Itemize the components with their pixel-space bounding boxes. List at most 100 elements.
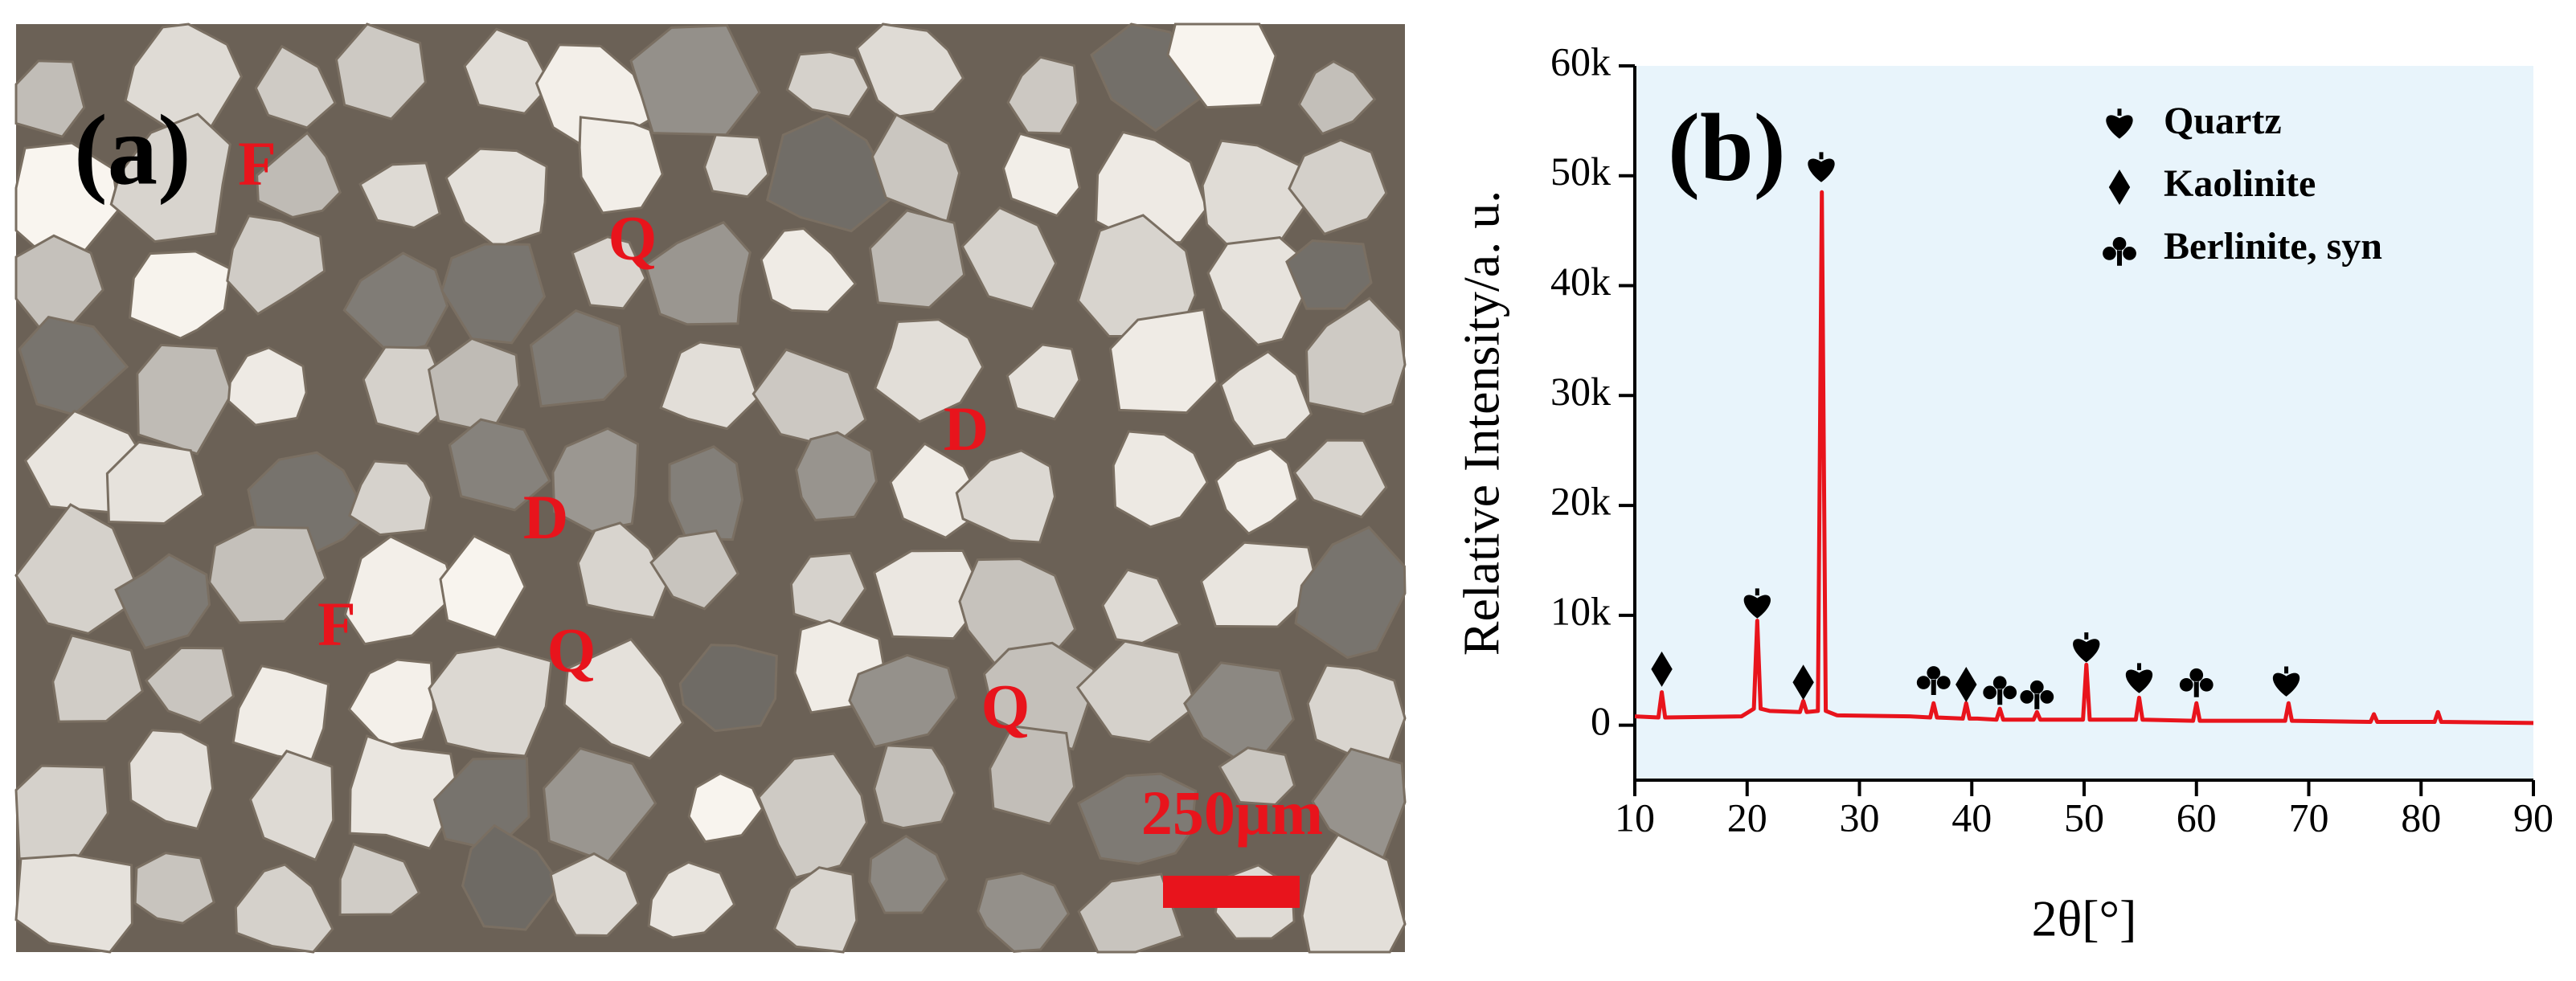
panel-label: (b)	[1668, 94, 1786, 201]
chart: 0 10k 20k 30k 40k 50k 60k 10 20 30 40 50 60 70 80 90 2θ[…	[1453, 39, 2553, 946]
grain	[105, 440, 205, 525]
peak-marker	[1743, 588, 1771, 619]
grain	[109, 112, 231, 243]
grain	[760, 227, 858, 313]
y-tick-label: 40k	[1550, 259, 1611, 304]
grain	[144, 646, 235, 725]
grain	[14, 59, 86, 138]
peak-marker	[1651, 651, 1673, 687]
legend-symbol	[2103, 236, 2136, 266]
grain	[1218, 746, 1296, 807]
grain	[444, 147, 548, 249]
x-tick-label: 90	[2513, 795, 2553, 840]
grain	[1199, 541, 1320, 628]
grain	[702, 133, 770, 198]
grain	[1214, 447, 1300, 536]
peak-marker	[2272, 666, 2300, 697]
grain	[578, 116, 664, 215]
grain	[343, 535, 457, 646]
mineral-label: F	[238, 129, 276, 198]
grain	[766, 114, 898, 233]
grain	[114, 553, 211, 650]
grain	[873, 318, 985, 423]
grain	[1076, 772, 1198, 865]
grain	[977, 872, 1071, 953]
grain	[873, 744, 956, 830]
grain	[647, 860, 736, 939]
grain	[254, 44, 337, 129]
peak-marker	[1916, 666, 1951, 695]
scale-bar	[1163, 876, 1300, 908]
grain	[960, 206, 1058, 311]
grain	[428, 645, 553, 758]
grain	[644, 220, 752, 326]
grain	[14, 503, 144, 636]
grain	[463, 27, 552, 115]
grain	[872, 549, 987, 640]
grain	[868, 834, 948, 914]
peak-marker	[2125, 663, 2153, 693]
peak-marker	[2179, 668, 2214, 697]
grain	[1300, 832, 1407, 954]
grain	[549, 852, 640, 937]
peak-marker	[1956, 667, 1977, 703]
grain	[1006, 55, 1079, 135]
grain	[1305, 296, 1407, 416]
y-tick-label: 50k	[1550, 149, 1611, 194]
grain	[1285, 239, 1373, 310]
y-tick-label: 20k	[1550, 479, 1611, 524]
grain	[208, 525, 327, 624]
panel-label: (a)	[74, 96, 191, 206]
mineral-label: Q	[547, 615, 596, 685]
grain	[1077, 873, 1185, 954]
grain	[334, 22, 427, 121]
grain	[256, 131, 342, 219]
grain	[439, 534, 526, 640]
x-tick-label: 50	[2064, 795, 2104, 840]
plot-background	[1635, 66, 2533, 780]
grain	[1101, 568, 1182, 645]
x-tick-label: 10	[1615, 795, 1655, 840]
y-axis-label: Relative Intensity/a. u.	[1453, 190, 1510, 656]
peak-marker	[1792, 664, 1814, 701]
grain	[795, 431, 878, 521]
y-tick-label: 0	[1591, 698, 1611, 743]
grain	[868, 209, 966, 309]
mineral-label: D	[944, 394, 989, 464]
legend-label: Berlinite, syn	[2164, 225, 2382, 268]
grain	[563, 637, 685, 760]
grain	[668, 445, 744, 542]
grain	[338, 842, 421, 917]
scale-bar-label: 250μm	[1141, 778, 1323, 848]
grain	[1219, 349, 1313, 448]
grain	[855, 22, 965, 118]
grain	[448, 418, 551, 512]
peak-marker	[2073, 632, 2100, 663]
grain	[1297, 59, 1377, 136]
legend-label: Kaolinite	[2164, 162, 2316, 205]
y-tick-label: 60k	[1550, 39, 1611, 84]
mineral-label: Q	[981, 672, 1030, 742]
peak-marker	[2020, 680, 2054, 709]
y-tick-label: 30k	[1550, 369, 1611, 414]
x-tick-label: 20	[1727, 795, 1767, 840]
grain	[1001, 132, 1081, 218]
grain	[128, 729, 215, 831]
grain	[226, 215, 326, 316]
grain	[576, 521, 669, 619]
micrograph	[14, 22, 1407, 954]
peak-marker	[1808, 152, 1835, 182]
legend-label: Quartz	[2164, 100, 2282, 142]
x-tick-label: 30	[1840, 795, 1880, 840]
grain	[1075, 640, 1198, 744]
grain	[955, 449, 1056, 544]
grain	[649, 529, 740, 611]
peak-marker	[1983, 676, 2017, 705]
grain	[348, 734, 461, 850]
mineral-label: D	[523, 482, 568, 552]
grain	[358, 161, 441, 229]
grain	[440, 243, 547, 345]
grain	[227, 346, 308, 427]
micrograph-labels: (a) F Q D D F Q Q 250μm	[74, 96, 1323, 908]
